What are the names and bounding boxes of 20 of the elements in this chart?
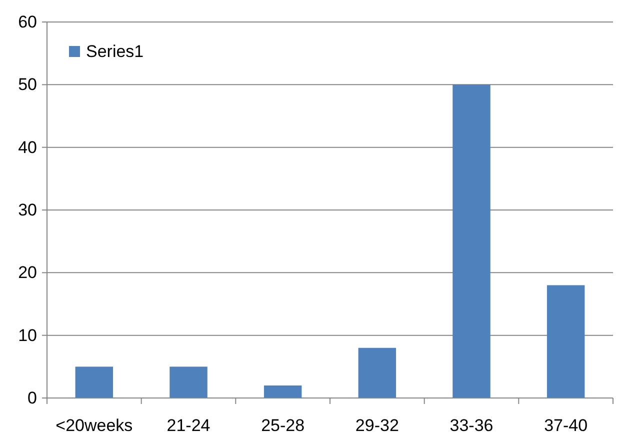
y-tick-label: 50 <box>18 75 37 94</box>
y-tick-label: 0 <box>28 388 37 408</box>
x-tick-label: 37-40 <box>544 416 588 435</box>
bar <box>264 385 302 398</box>
bar <box>546 285 585 398</box>
bar <box>452 84 490 398</box>
x-tick-label: 29-32 <box>355 416 399 435</box>
x-tick-label: 25-28 <box>261 416 305 435</box>
bar <box>358 348 396 398</box>
bar <box>170 366 208 398</box>
y-tick-label: 60 <box>18 12 37 32</box>
x-tick-label: <20weeks <box>56 416 133 435</box>
y-tick-label: 40 <box>18 138 37 157</box>
x-tick-label: 33-36 <box>450 416 494 435</box>
y-tick-label: 10 <box>18 326 37 345</box>
x-tick-label: 21-24 <box>166 416 210 435</box>
bar <box>75 366 114 398</box>
y-tick-label: 20 <box>18 263 37 282</box>
y-tick-label: 30 <box>18 200 37 220</box>
legend-label: Series1 <box>86 42 144 61</box>
